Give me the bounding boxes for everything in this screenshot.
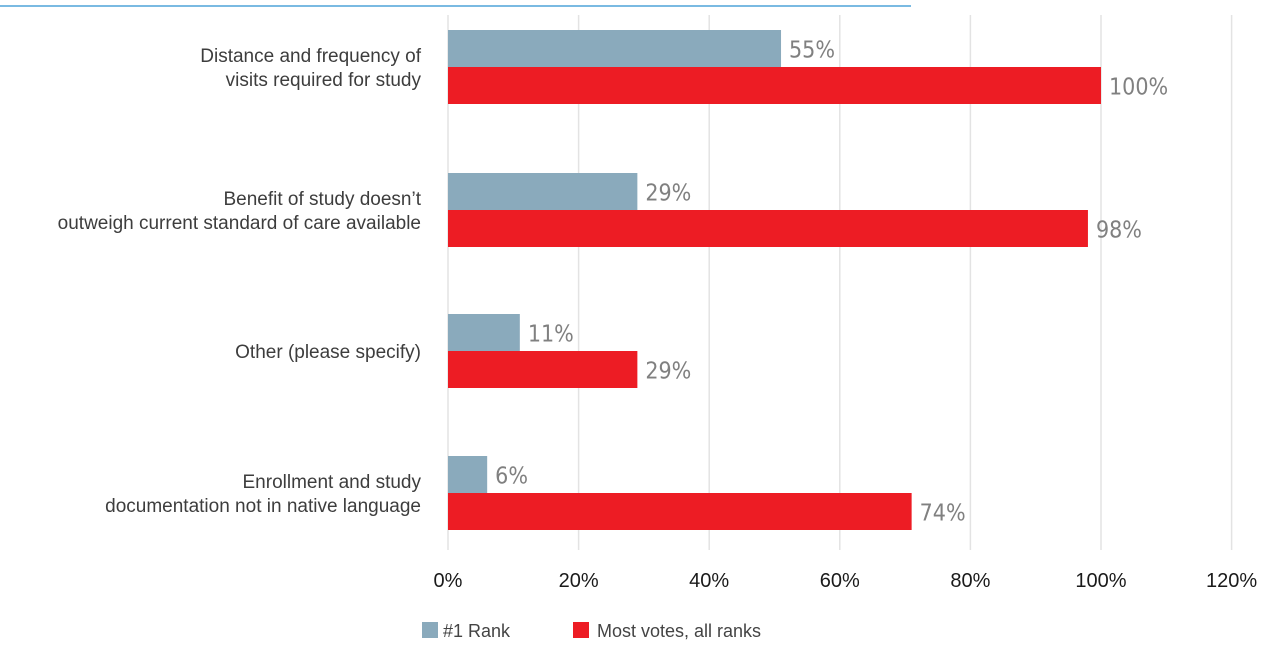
bar-most-votes — [448, 67, 1101, 104]
x-tick-label: 120% — [1206, 570, 1257, 592]
bar-rank-1 — [448, 314, 520, 351]
bars: 55% 100% 29% 98% 11% 29% 6% 74% — [448, 30, 1168, 530]
category-label: Benefit of study doesn’t outweigh current… — [58, 189, 422, 234]
legend: #1 Rank Most votes, all ranks — [422, 621, 761, 641]
bar-rank-1 — [448, 456, 488, 493]
x-axis-ticks: 0% 20% 40% 60% 80% 100% 120% — [434, 570, 1258, 592]
legend-label: Most votes, all ranks — [597, 621, 761, 641]
x-tick-label: 80% — [950, 570, 990, 592]
category-label: Other (please specify) — [235, 342, 421, 363]
x-tick-label: 60% — [820, 570, 860, 592]
data-label: 98% — [1096, 218, 1142, 244]
category-labels: Distance and frequency of visits required… — [58, 46, 422, 517]
legend-swatch — [573, 622, 589, 638]
x-tick-label: 20% — [559, 570, 599, 592]
gridlines — [447, 15, 1233, 550]
data-label: 11% — [528, 322, 574, 348]
bar-rank-1 — [448, 173, 638, 210]
x-tick-label: 0% — [434, 570, 463, 592]
bar-most-votes — [448, 351, 638, 388]
data-label: 55% — [789, 38, 835, 64]
legend-label: #1 Rank — [443, 621, 511, 641]
x-tick-label: 100% — [1075, 570, 1126, 592]
category-label: Distance and frequency of visits required… — [200, 46, 421, 91]
data-label: 6% — [495, 464, 528, 490]
legend-swatch — [422, 622, 438, 638]
data-label: 74% — [920, 501, 966, 527]
category-label: Enrollment and study documentation not in… — [105, 472, 421, 517]
bar-most-votes — [448, 493, 912, 530]
bar-most-votes — [448, 210, 1088, 247]
bar-rank-1 — [448, 30, 782, 67]
data-label: 29% — [645, 359, 691, 385]
x-tick-label: 40% — [689, 570, 729, 592]
data-label: 100% — [1109, 75, 1168, 101]
data-label: 29% — [645, 181, 691, 207]
